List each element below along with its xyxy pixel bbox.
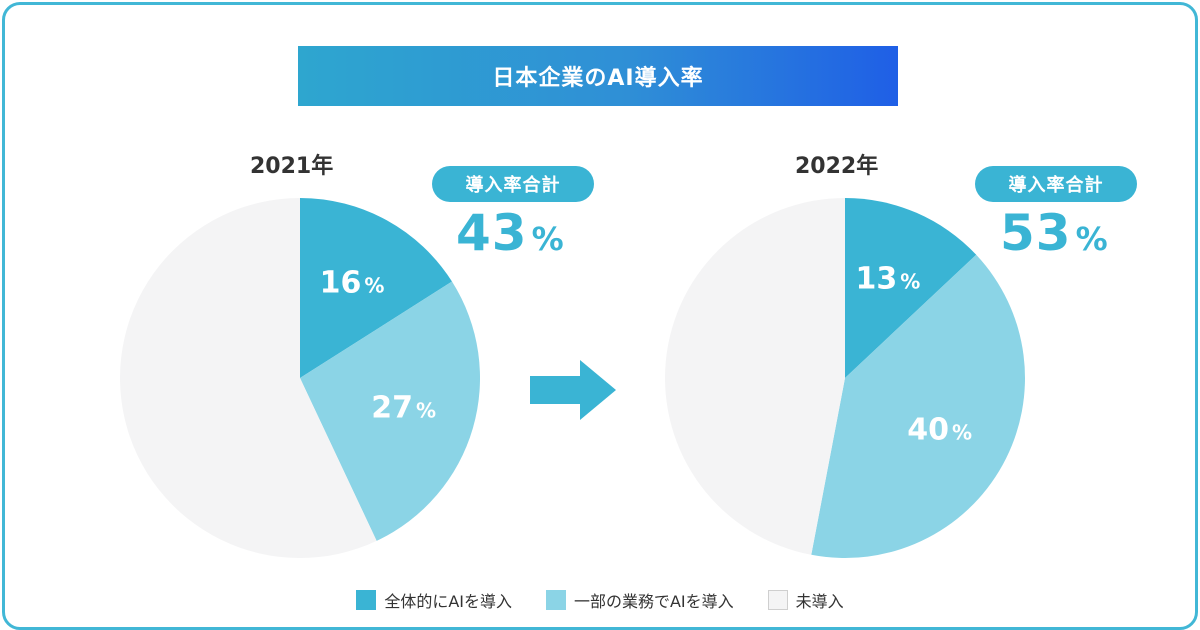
slice-unit: %	[416, 398, 437, 423]
slice-label-2021-partial: 27%	[371, 391, 436, 426]
legend-swatch-partial	[545, 590, 566, 610]
total-badge-2022: 導入率合計	[975, 166, 1137, 202]
total-unit-2021: %	[531, 220, 565, 258]
slice-label-2021-full: 16%	[320, 266, 385, 301]
legend-label-none: 未導入	[795, 592, 844, 611]
slice-partial-2022	[811, 254, 1025, 558]
slice-value: 16	[319, 265, 362, 301]
slice-value: 13	[855, 261, 898, 297]
legend-item-none: 未導入	[767, 588, 844, 612]
total-number-2021: 43	[456, 204, 528, 262]
legend-label-full: 全体的にAIを導入	[384, 592, 512, 611]
slice-none-2022	[665, 198, 845, 555]
slice-label-2022-full: 13%	[855, 261, 920, 296]
slice-none-2021	[120, 198, 377, 558]
total-value-2022: 53%	[1000, 204, 1109, 262]
legend-swatch-none	[767, 590, 788, 610]
chart-title: 日本企業のAI導入率	[298, 46, 898, 106]
total-value-2021: 43%	[456, 204, 565, 262]
slice-label-2022-partial: 40%	[907, 413, 972, 448]
legend-item-full: 全体的にAIを導入	[356, 588, 512, 612]
slice-full-2022	[845, 198, 977, 378]
year-label-2022: 2022年	[795, 154, 879, 179]
total-number-2022: 53	[1000, 204, 1072, 262]
slice-value: 27	[371, 390, 414, 426]
total-unit-2022: %	[1075, 220, 1109, 258]
slice-unit: %	[364, 273, 385, 298]
legend-item-partial: 一部の業務でAIを導入	[545, 588, 734, 612]
year-label-2021: 2021年	[250, 154, 334, 179]
slice-partial-2021	[300, 281, 481, 541]
arrow-right-icon	[530, 360, 616, 420]
slice-unit: %	[951, 420, 973, 445]
legend: 全体的にAIを導入 一部の業務でAIを導入 未導入	[0, 588, 1200, 612]
slice-full-2021	[300, 198, 452, 378]
legend-label-partial: 一部の業務でAIを導入	[573, 592, 734, 611]
slice-unit: %	[900, 269, 921, 294]
legend-swatch-full	[356, 590, 377, 610]
total-badge-2021: 導入率合計	[432, 166, 594, 202]
slice-value: 40	[907, 412, 949, 448]
